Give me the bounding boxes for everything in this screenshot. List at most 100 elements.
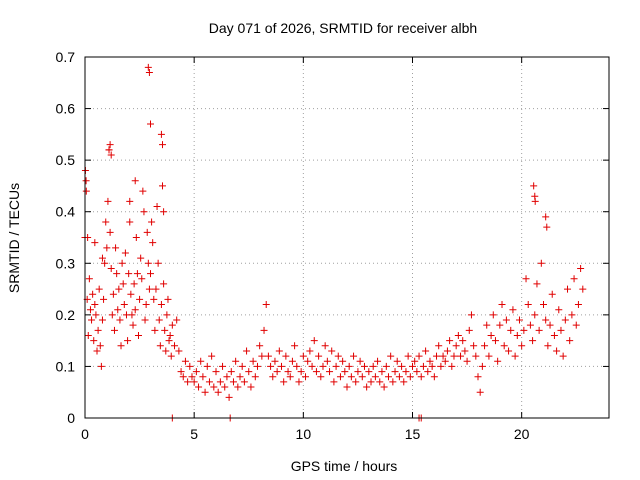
data-point bbox=[457, 352, 465, 360]
data-point bbox=[128, 311, 136, 319]
x-tick-label: 10 bbox=[296, 426, 312, 442]
data-point bbox=[159, 141, 167, 149]
data-point bbox=[430, 373, 438, 381]
data-point bbox=[130, 280, 138, 288]
data-point bbox=[304, 357, 312, 365]
data-point bbox=[165, 337, 173, 345]
data-point bbox=[496, 321, 504, 329]
data-point bbox=[441, 357, 449, 365]
data-point bbox=[210, 383, 218, 391]
data-point bbox=[271, 357, 279, 365]
data-point bbox=[478, 362, 486, 370]
data-point bbox=[515, 316, 523, 324]
x-tick-label: 0 bbox=[81, 426, 89, 442]
data-point bbox=[245, 368, 253, 376]
data-point bbox=[295, 378, 303, 386]
data-point bbox=[483, 321, 491, 329]
data-point bbox=[280, 378, 288, 386]
data-point bbox=[124, 337, 132, 345]
data-point bbox=[543, 223, 551, 231]
data-point bbox=[143, 228, 151, 236]
data-point bbox=[358, 373, 366, 381]
data-point bbox=[145, 285, 153, 293]
data-point bbox=[380, 383, 388, 391]
data-point bbox=[118, 259, 126, 267]
axis-ticks: 0 0.1 0.2 0.3 0.4 0.5 0.6 0.7 0 5 10 15 20 bbox=[56, 49, 609, 442]
data-point bbox=[107, 151, 115, 159]
data-point bbox=[437, 362, 445, 370]
data-point bbox=[144, 259, 152, 267]
data-point bbox=[564, 285, 572, 293]
data-point bbox=[89, 290, 97, 298]
data-point bbox=[345, 362, 353, 370]
data-point bbox=[94, 326, 102, 334]
data-point bbox=[577, 264, 585, 272]
data-point bbox=[537, 259, 545, 267]
data-point bbox=[214, 388, 222, 396]
data-point bbox=[579, 285, 587, 293]
data-point bbox=[531, 311, 539, 319]
data-point bbox=[491, 337, 499, 345]
data-point bbox=[149, 239, 157, 247]
data-point bbox=[163, 311, 171, 319]
data-point bbox=[142, 301, 150, 309]
data-point bbox=[553, 347, 561, 355]
data-point bbox=[195, 383, 203, 391]
data-point bbox=[286, 373, 294, 381]
y-tick-label: 0.5 bbox=[56, 152, 76, 168]
data-point bbox=[557, 326, 565, 334]
data-point bbox=[395, 373, 403, 381]
data-point bbox=[487, 331, 495, 339]
y-tick-label: 0.7 bbox=[56, 49, 76, 65]
data-point bbox=[251, 373, 259, 381]
data-point bbox=[104, 197, 112, 205]
data-point bbox=[157, 301, 165, 309]
data-point bbox=[330, 378, 338, 386]
data-point bbox=[319, 362, 327, 370]
data-point bbox=[97, 362, 105, 370]
data-point bbox=[275, 347, 283, 355]
data-point bbox=[148, 218, 156, 226]
data-point bbox=[522, 275, 530, 283]
data-point bbox=[173, 316, 181, 324]
data-point bbox=[85, 275, 93, 283]
data-point bbox=[278, 362, 285, 370]
data-point bbox=[470, 342, 478, 350]
data-point bbox=[415, 352, 423, 360]
data-point bbox=[101, 259, 109, 267]
data-point bbox=[500, 342, 508, 350]
data-point bbox=[494, 357, 502, 365]
data-point bbox=[291, 342, 299, 350]
data-point bbox=[350, 352, 358, 360]
data-point bbox=[533, 280, 541, 288]
data-point bbox=[161, 326, 169, 334]
data-point bbox=[550, 331, 558, 339]
data-point bbox=[546, 321, 554, 329]
data-point bbox=[249, 357, 257, 365]
data-point bbox=[354, 368, 362, 376]
data-point bbox=[197, 357, 205, 365]
data-point bbox=[472, 352, 480, 360]
data-point bbox=[400, 378, 408, 386]
data-point bbox=[352, 378, 360, 386]
data-point bbox=[317, 373, 325, 381]
data-point bbox=[520, 326, 528, 334]
data-point bbox=[542, 213, 550, 221]
data-point bbox=[160, 280, 168, 288]
data-point bbox=[120, 301, 128, 309]
data-point bbox=[476, 388, 484, 396]
data-point bbox=[190, 378, 198, 386]
data-point bbox=[126, 197, 134, 205]
data-point bbox=[542, 316, 550, 324]
data-point bbox=[524, 301, 532, 309]
data-point bbox=[134, 331, 142, 339]
data-point bbox=[505, 347, 513, 355]
data-point bbox=[267, 362, 275, 370]
data-point bbox=[422, 347, 430, 355]
data-point bbox=[306, 347, 314, 355]
data-point bbox=[236, 373, 244, 381]
data-point bbox=[544, 342, 552, 350]
data-point bbox=[91, 239, 99, 247]
data-point bbox=[531, 197, 539, 205]
data-point bbox=[409, 362, 416, 370]
